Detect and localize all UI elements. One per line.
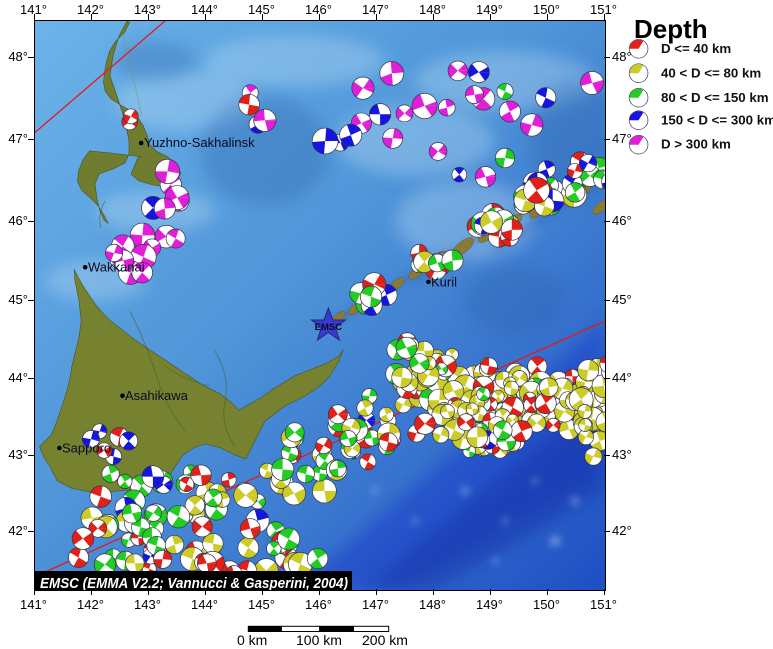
svg-text:80 < D <= 150 km: 80 < D <= 150 km bbox=[661, 90, 769, 105]
svg-text:150 < D <= 300 km: 150 < D <= 300 km bbox=[661, 113, 773, 128]
svg-text:D > 300 km: D > 300 km bbox=[661, 137, 731, 152]
svg-text:D <= 40 km: D <= 40 km bbox=[661, 41, 731, 56]
svg-text:40 < D <= 80 km: 40 < D <= 80 km bbox=[661, 66, 761, 81]
